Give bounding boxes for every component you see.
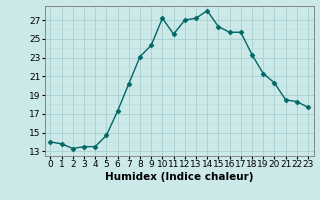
X-axis label: Humidex (Indice chaleur): Humidex (Indice chaleur) [105, 172, 253, 182]
